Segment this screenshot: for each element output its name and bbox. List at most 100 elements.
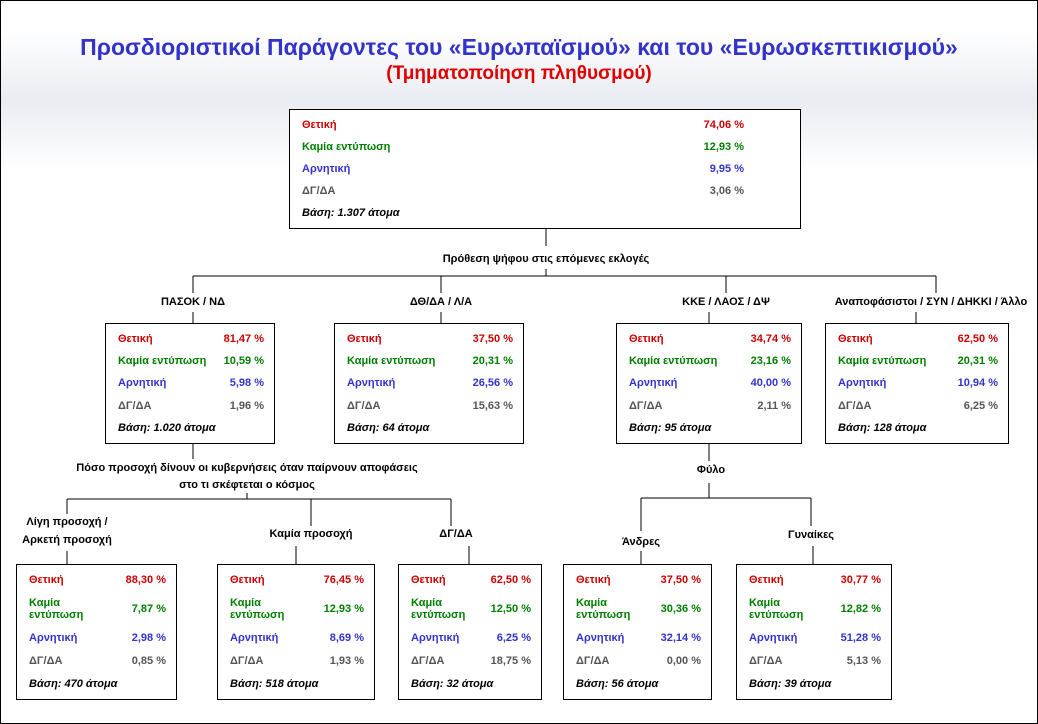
row-label: Καμία εντύπωση — [749, 597, 804, 622]
result-row: Θετική 88,30 % — [17, 574, 176, 586]
result-box: Θετική 81,47 % Καμία εντύπωση 10,59 % Αρνητι… — [105, 323, 275, 444]
question: Πρόθεση ψήφου στις επόμενες εκλογές — [442, 253, 650, 265]
row-label: ΔΓ/ΔΑ — [838, 399, 872, 412]
result-row: Καμία εντύπωση 10,59 % — [106, 355, 274, 367]
group-label: ΔΓ/ΔΑ — [439, 528, 473, 540]
result-box: Θετική 62,50 % Καμία εντύπωση 12,50 % Αρνητι… — [398, 564, 542, 700]
result-row: Καμία εντύπωση 12,50 % — [399, 597, 541, 621]
row-value: 37,50 % — [472, 333, 513, 346]
group-label: Αρκετή προσοχή — [22, 534, 112, 546]
row-value: 7,87 % — [131, 603, 166, 616]
result-row: ΔΓ/ΔΑ 3,06 % — [290, 185, 800, 197]
base: Βάση: 518 άτομα — [230, 677, 319, 690]
result-row: Θετική 62,50 % — [826, 333, 1008, 345]
base: Βάση: 39 άτομα — [749, 677, 832, 690]
row-label: Αρνητική — [749, 631, 798, 644]
row-value: 74,06 % — [703, 119, 744, 131]
row-label: Θετική — [749, 574, 784, 587]
row-value: 62,50 % — [957, 333, 998, 346]
row-value: 6,25 % — [963, 399, 998, 412]
row-value: 88,30 % — [125, 574, 166, 587]
row-value: 26,56 % — [472, 377, 513, 390]
row-label: Αρνητική — [411, 631, 460, 644]
row-label: ΔΓ/ΔΑ — [749, 654, 783, 667]
result-row: ΔΓ/ΔΑ 15,63 % — [335, 400, 523, 412]
row-value: 5,13 % — [846, 654, 881, 667]
result-row: Καμία εντύπωση 20,31 % — [335, 355, 523, 367]
row-value: 23,16 % — [750, 355, 791, 368]
result-row: ΔΓ/ΔΑ 1,93 % — [218, 655, 374, 667]
result-row: Καμία εντύπωση 23,16 % — [617, 355, 801, 367]
result-row: Καμία εντύπωση 12,93 % — [290, 141, 800, 153]
row-label: Θετική — [411, 574, 446, 587]
result-row: Θετική 76,45 % — [218, 574, 374, 586]
result-row: Καμία εντύπωση 12,82 % — [737, 597, 891, 621]
result-row: ΔΓ/ΔΑ 1,96 % — [106, 400, 274, 412]
result-box: Θετική 37,50 % Καμία εντύπωση 20,31 % Αρνητι… — [334, 323, 524, 444]
result-row: ΔΓ/ΔΑ 0,85 % — [17, 655, 176, 667]
row-label: Αρνητική — [838, 377, 887, 390]
subtitle: (Τμηματοποίηση πληθυσμού) — [386, 63, 652, 84]
result-row: Θετική 37,50 % — [335, 333, 523, 345]
base: Βάση: 64 άτομα — [347, 421, 430, 434]
row-value: 3,06 % — [709, 185, 744, 197]
result-box: Θετική 74,06 % Καμία εντύπωση 12,93 % Αρνητι… — [289, 109, 801, 229]
row-value: 2,98 % — [131, 631, 166, 644]
result-row: Αρνητική 32,14 % — [564, 632, 711, 644]
base: Βάση: 56 άτομα — [576, 677, 659, 690]
result-row: Καμία εντύπωση 12,93 % — [218, 597, 374, 621]
result-row: Αρνητική 5,98 % — [106, 377, 274, 389]
row-label: ΔΓ/ΔΑ — [629, 399, 663, 412]
result-row: Αρνητική 9,95 % — [290, 163, 800, 175]
row-value: 6,25 % — [496, 631, 531, 644]
result-row: Θετική 74,06 % — [290, 119, 800, 131]
row-label: Αρνητική — [576, 631, 625, 644]
row-label: Αρνητική — [629, 377, 678, 390]
row-label: Θετική — [576, 574, 611, 587]
row-value: 1,93 % — [329, 654, 364, 667]
group-label: Καμία προσοχή — [269, 528, 353, 540]
result-row: Αρνητική 8,69 % — [218, 632, 374, 644]
base: Βάση: 95 άτομα — [629, 421, 712, 434]
row-label: ΔΓ/ΔΑ — [302, 185, 336, 197]
row-value: 0,00 % — [666, 654, 701, 667]
row-label: Καμία εντύπωση — [302, 141, 391, 153]
result-box: Θετική 62,50 % Καμία εντύπωση 20,31 % Αρνητι… — [825, 323, 1009, 444]
row-value: 51,28 % — [840, 631, 881, 644]
row-value: 37,50 % — [660, 574, 701, 587]
row-value: 12,50 % — [490, 603, 531, 616]
row-label: ΔΓ/ΔΑ — [411, 654, 445, 667]
row-label: Αρνητική — [230, 631, 279, 644]
result-row: Θετική 30,77 % — [737, 574, 891, 586]
question: Πόσο προσοχή δίνουν οι κυβερνήσεις όταν … — [76, 462, 418, 474]
result-row: Θετική 34,74 % — [617, 333, 801, 345]
row-label: Θετική — [118, 333, 153, 346]
result-row: ΔΓ/ΔΑ 6,25 % — [826, 400, 1008, 412]
row-value: 10,94 % — [957, 377, 998, 390]
title: Προσδιοριστικοί Παράγοντες του «Ευρωπαϊσ… — [80, 34, 958, 60]
row-label: Αρνητική — [118, 377, 167, 390]
row-value: 10,59 % — [223, 355, 264, 368]
row-value: 30,77 % — [840, 574, 881, 587]
question: στο τι σκέφτεται ο κόσμος — [179, 479, 315, 491]
row-value: 9,95 % — [709, 163, 744, 175]
row-value: 12,93 % — [703, 141, 744, 153]
row-value: 12,93 % — [323, 603, 364, 616]
row-value: 18,75 % — [490, 654, 531, 667]
group-label: ΠΑΣΟΚ / ΝΔ — [160, 296, 226, 308]
result-box: Θετική 34,74 % Καμία εντύπωση 23,16 % Αρνητι… — [616, 323, 802, 444]
row-label: Θετική — [347, 333, 382, 346]
row-label: Θετική — [838, 333, 873, 346]
row-value: 1,96 % — [229, 399, 264, 412]
row-label: ΔΓ/ΔΑ — [576, 654, 610, 667]
row-label: Καμία εντύπωση — [118, 355, 207, 368]
row-value: 30,36 % — [660, 603, 701, 616]
result-box: Θετική 30,77 % Καμία εντύπωση 12,82 % Αρνητι… — [736, 564, 892, 700]
group-label: Λίγη προσοχή / — [26, 516, 108, 528]
row-label: Καμία εντύπωση — [230, 597, 285, 622]
result-row: Θετική 62,50 % — [399, 574, 541, 586]
row-value: 5,98 % — [229, 377, 264, 390]
row-label: Καμία εντύπωση — [576, 597, 631, 622]
row-value: 12,82 % — [840, 603, 881, 616]
